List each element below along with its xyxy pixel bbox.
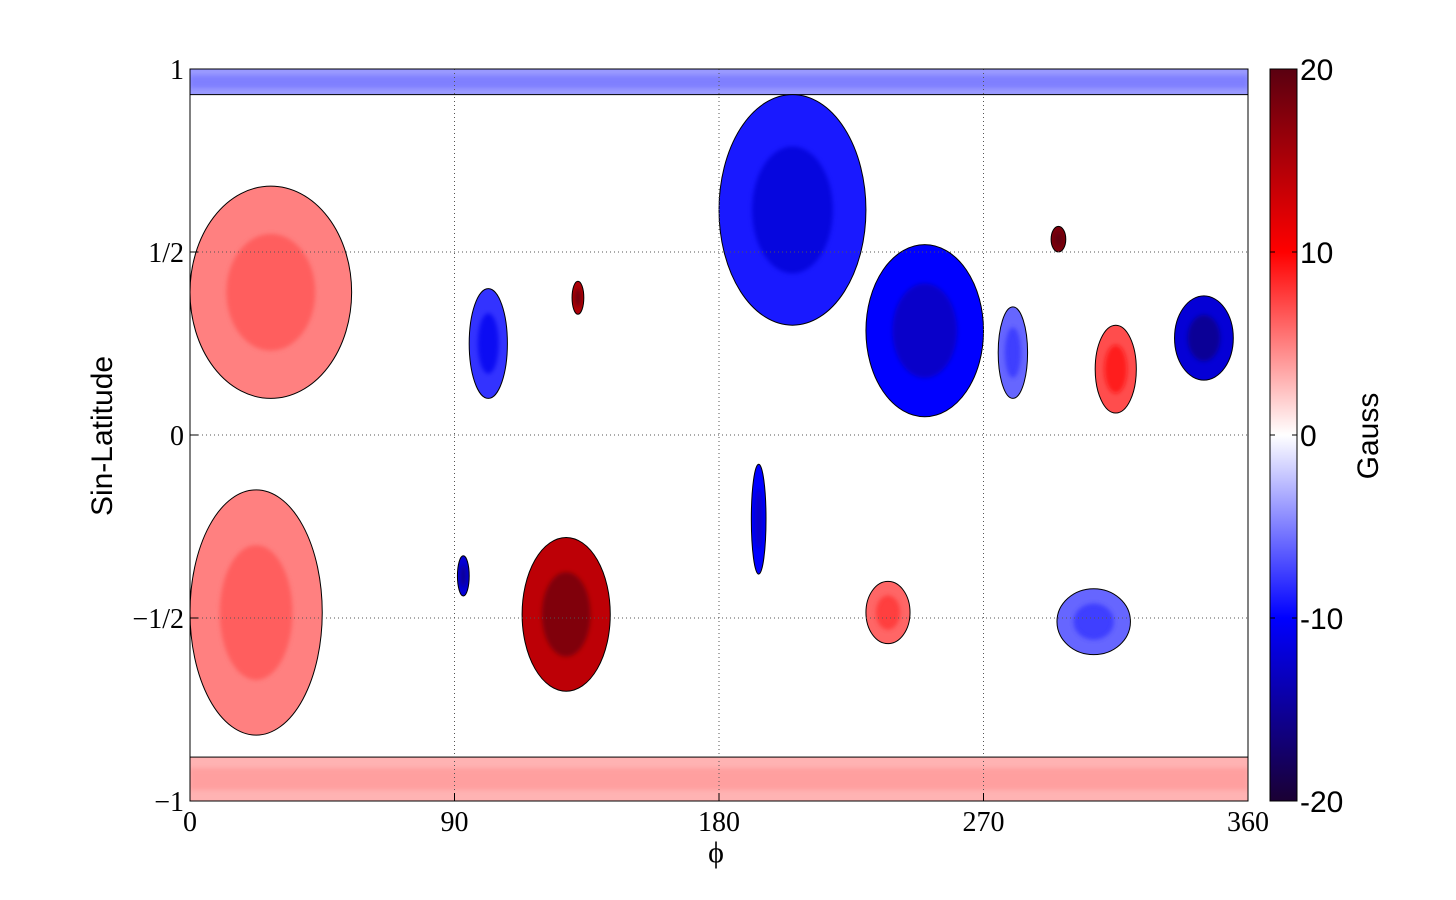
x-tick-label: 360 [1227,807,1269,838]
region-core-east-positive [1104,344,1128,394]
x-axis-ticks: 0 90 180 270 360 [183,793,1269,838]
colorbar-tick-label: 0 [1300,420,1317,453]
x-tick-label: 0 [183,807,197,838]
region-core-south-polar-positive [190,768,1248,791]
colorbar-tick-label: 20 [1300,54,1333,87]
x-tick-label: 270 [963,807,1005,838]
colorbar-tick-label: -20 [1300,786,1343,819]
colorbar-ticks: 20 10 0 -10 -20 [1270,54,1343,819]
colorbar-tick-label: -10 [1300,603,1343,636]
region-core-south-west-positive [219,545,293,680]
region-core-west-negative [477,313,499,374]
region-core-south-east-negative [1073,603,1114,640]
region-core-south-small-negative [460,564,467,587]
region-core-north-diagonal-negative [752,146,833,274]
x-tick-label: 90 [441,807,469,838]
region-core-east-negative-a [1004,327,1021,378]
region-core-north-west-positive [226,233,316,351]
x-tick-label: 180 [698,807,740,838]
y-tick-label: −1/2 [132,604,184,635]
region-core-north-east-spot-positive [1054,232,1063,247]
colorbar-label: Gauss [1352,393,1385,480]
y-axis-ticks: −1 −1/2 0 1/2 1 [132,55,198,818]
y-axis-label: Sin-Latitude [86,356,119,516]
region-core-south-mid-positive [541,572,591,657]
region-core-north-band-negative [892,283,958,378]
y-tick-label: −1 [154,787,184,818]
grid-lines [190,69,1248,801]
y-tick-label: 1 [170,55,184,86]
magnetic-regions [190,69,1248,801]
y-tick-label: 0 [170,421,184,452]
region-core-south-small-positive [875,595,901,630]
y-tick-label: 1/2 [148,238,184,269]
x-axis-label: ϕ [708,836,724,869]
region-core-east-negative-b [1187,314,1221,362]
region-core-north-spot-positive [574,288,582,307]
colorbar-tick-label: 10 [1300,237,1333,270]
region-core-equator-negative [754,488,763,550]
